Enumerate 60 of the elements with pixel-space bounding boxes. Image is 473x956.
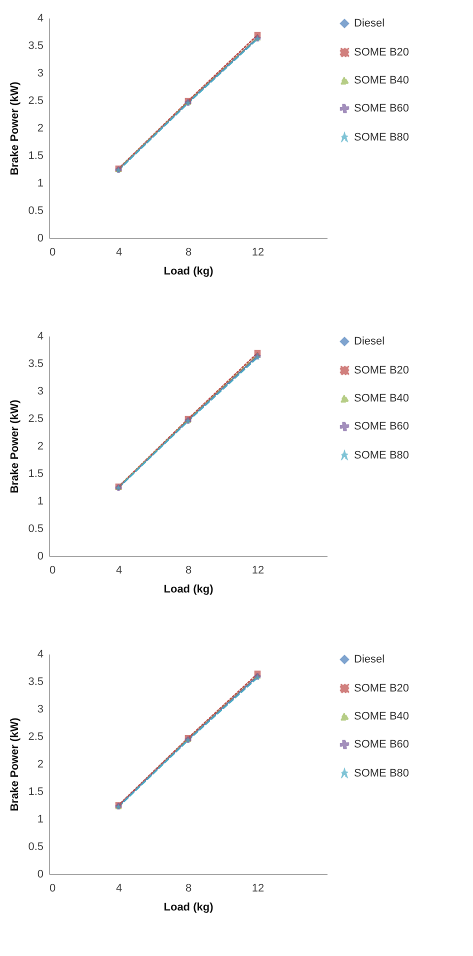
x-tick-label: 0 [50, 246, 56, 258]
y-tick-label: 0.5 [28, 205, 44, 217]
y-tick-label: 3 [37, 68, 44, 80]
y-tick-label: 0.5 [28, 523, 44, 535]
y-tick-label: 2 [37, 758, 44, 770]
x-axis-title: Load (kg) [164, 266, 214, 278]
x-tick-label: 4 [116, 246, 122, 258]
y-tick-label: 2 [37, 122, 44, 134]
legend-label: Diesel [354, 654, 385, 666]
legend-label: SOME B80 [354, 132, 410, 144]
legend-label: SOME B40 [354, 392, 410, 404]
x-tick-label: 0 [50, 564, 56, 576]
x-tick-label: 8 [185, 882, 192, 894]
y-tick-label: 3.5 [28, 358, 44, 370]
y-tick-label: 2.5 [28, 731, 44, 743]
y-tick-label: 1 [37, 496, 44, 508]
y-tick-label: 0 [37, 232, 44, 244]
y-tick-label: 3 [37, 386, 44, 398]
x-tick-label: 12 [252, 246, 264, 258]
y-tick-label: 0 [37, 550, 44, 562]
x-tick-label: 0 [50, 882, 56, 894]
legend-label: SOME B80 [354, 450, 410, 462]
legend-label: Diesel [354, 18, 385, 30]
legend-label: SOME B80 [354, 768, 410, 780]
legend-label: SOME B40 [354, 710, 410, 722]
legend-label: SOME B60 [354, 420, 410, 432]
legend-label: SOME B20 [354, 364, 410, 376]
x-axis-title: Load (kg) [164, 902, 214, 914]
y-tick-label: 1 [37, 178, 44, 190]
legend-label: SOME B60 [354, 102, 410, 114]
x-tick-label: 8 [185, 246, 192, 258]
legend-label: SOME B60 [354, 738, 410, 750]
y-tick-label: 1.5 [28, 468, 44, 480]
x-tick-label: 12 [252, 564, 264, 576]
y-tick-label: 2.5 [28, 95, 44, 107]
y-tick-label: 0 [37, 868, 44, 880]
legend-label: Diesel [354, 336, 385, 348]
x-tick-label: 4 [116, 882, 122, 894]
y-tick-label: 3.5 [28, 40, 44, 52]
y-tick-label: 3 [37, 704, 44, 716]
y-tick-label: 0.5 [28, 841, 44, 853]
y-tick-label: 4 [37, 330, 44, 342]
x-axis-title: Load (kg) [164, 584, 214, 596]
y-tick-label: 4 [37, 648, 44, 660]
x-tick-label: 4 [116, 564, 122, 576]
legend-label: SOME B20 [354, 46, 410, 58]
y-tick-label: 1 [37, 814, 44, 826]
x-tick-label: 8 [185, 564, 192, 576]
y-axis-title: Brake Power (kW) [9, 399, 22, 494]
y-tick-label: 4 [37, 12, 44, 24]
y-tick-label: 1.5 [28, 786, 44, 798]
legend-label: SOME B40 [354, 74, 410, 86]
legend-label: SOME B20 [354, 682, 410, 694]
x-tick-label: 12 [252, 882, 264, 894]
y-tick-label: 2.5 [28, 413, 44, 425]
y-axis-title: Brake Power (kW) [9, 81, 22, 176]
y-tick-label: 1.5 [28, 150, 44, 162]
y-tick-label: 2 [37, 440, 44, 452]
y-axis-title: Brake Power (kW) [9, 717, 22, 812]
y-tick-label: 3.5 [28, 676, 44, 688]
